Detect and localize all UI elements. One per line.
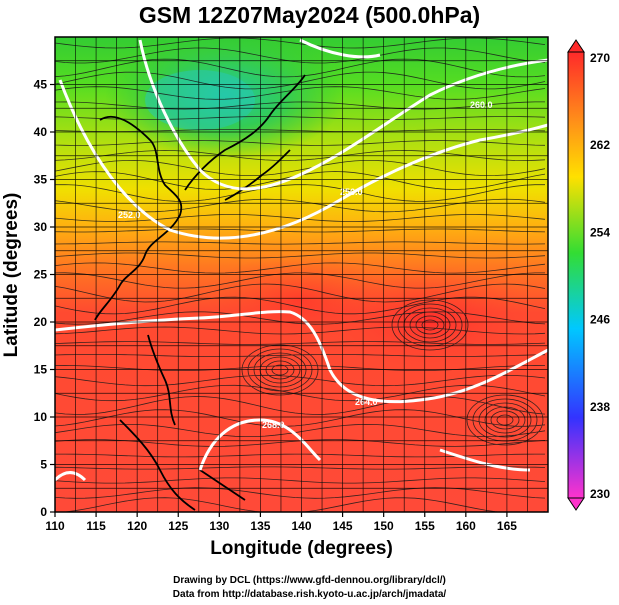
y-tick-label: 20 <box>34 315 48 329</box>
contour-label: 252.0 <box>118 210 141 220</box>
y-tick-label: 15 <box>34 363 48 377</box>
y-tick-label: 45 <box>34 78 48 92</box>
drawing-credit: Drawing by DCL (https://www.gfd-dennou.o… <box>173 575 446 586</box>
y-tick-label: 5 <box>40 458 47 472</box>
x-tick-label: 135 <box>250 519 270 533</box>
data-credit: Data from http://database.rish.kyoto-u.a… <box>172 589 447 600</box>
contour-label: 264.0 <box>355 397 378 407</box>
colorbar-label: 238 <box>590 400 610 414</box>
x-tick-label: 155 <box>415 519 435 533</box>
x-tick-label: 145 <box>333 519 353 533</box>
chart-title: GSM 12Z07May2024 (500.0hPa) <box>138 2 481 28</box>
y-tick-label: 40 <box>34 125 48 139</box>
contour-label: 260.0 <box>470 100 493 110</box>
y-tick-label: 10 <box>34 410 48 424</box>
colorbar-scale <box>567 51 585 499</box>
colorbar-label: 230 <box>590 487 610 501</box>
x-axis-label: Longitude (degrees) <box>210 538 393 559</box>
contour-label: 268.0 <box>262 420 285 430</box>
contour-label: 256.0 <box>340 187 363 197</box>
grid-lines <box>55 37 548 512</box>
colorbar-label: 262 <box>590 138 610 152</box>
x-tick-label: 140 <box>291 519 311 533</box>
x-tick-label: 160 <box>456 519 476 533</box>
colorbar-bottom-arrow <box>567 497 585 511</box>
coastlines <box>94 74 306 511</box>
colorbar-label: 254 <box>590 225 610 239</box>
y-tick-label: 35 <box>34 173 48 187</box>
y-axis-ticks: 0 5 10 15 20 25 30 35 40 45 <box>34 78 55 519</box>
x-tick-label: 115 <box>86 519 106 533</box>
y-tick-label: 25 <box>34 268 48 282</box>
colorbar-label: 270 <box>590 51 610 65</box>
x-tick-label: 110 <box>45 519 65 533</box>
x-tick-label: 165 <box>497 519 517 533</box>
colorbar-label: 246 <box>590 313 610 327</box>
x-tick-label: 130 <box>209 519 229 533</box>
contour-lines <box>55 38 548 482</box>
y-tick-label: 0 <box>40 505 47 519</box>
colorbar-top-arrow <box>567 39 585 53</box>
x-tick-label: 120 <box>127 519 147 533</box>
x-tick-label: 150 <box>374 519 394 533</box>
x-axis-ticks: 110 115 120 125 130 135 140 145 150 155 160 165 <box>45 512 517 533</box>
y-axis-label: Latitude (degrees) <box>1 192 22 358</box>
x-tick-label: 125 <box>168 519 188 533</box>
colorbar: 270 262 254 246 238 230 <box>567 39 610 511</box>
y-tick-label: 30 <box>34 220 48 234</box>
